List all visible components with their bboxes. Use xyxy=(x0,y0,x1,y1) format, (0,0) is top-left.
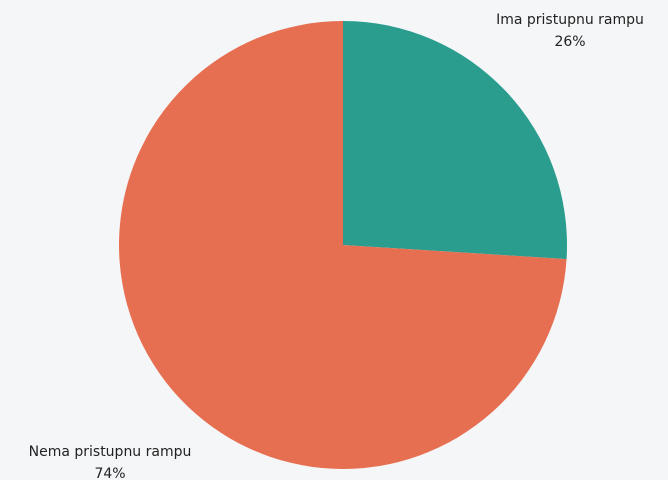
slice-value-label: 26% xyxy=(554,34,585,50)
pie-slice xyxy=(343,21,567,260)
slice-label: Ima pristupnu rampu xyxy=(496,12,644,28)
slice-label: Nema pristupnu rampu xyxy=(29,444,192,460)
slice-value-label: 74% xyxy=(94,466,125,480)
pie-slice xyxy=(119,21,567,469)
